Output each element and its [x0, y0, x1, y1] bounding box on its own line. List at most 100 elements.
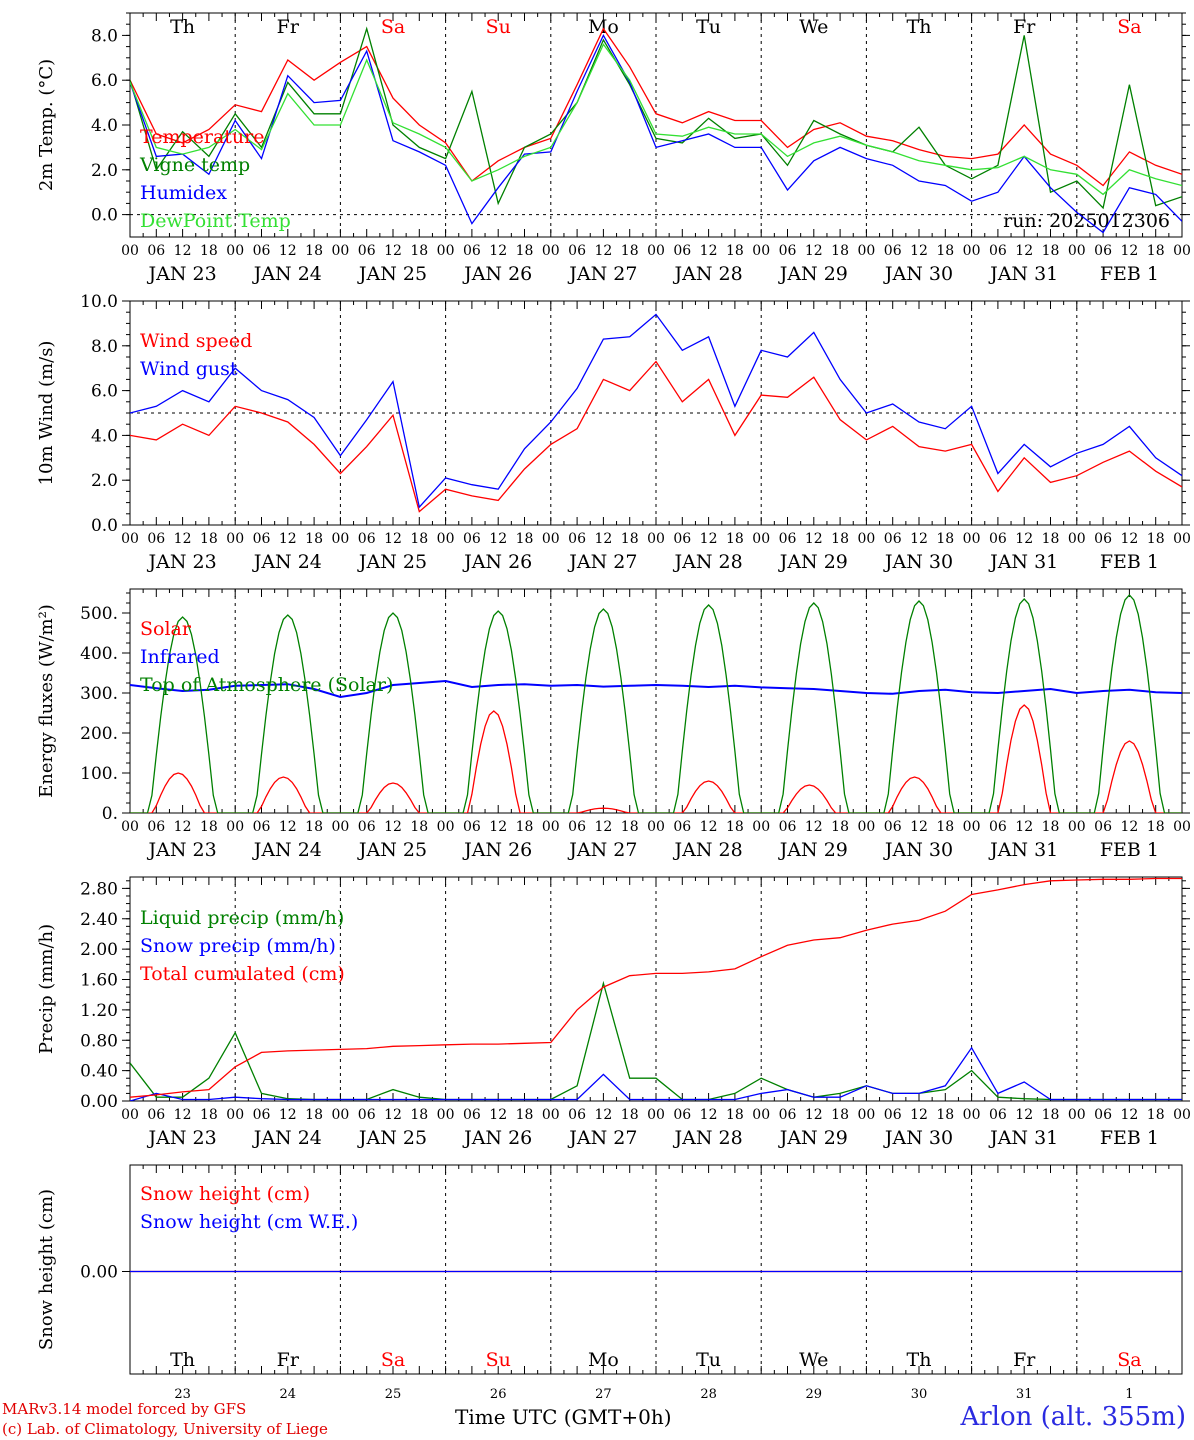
hour-tick-label: 00: [437, 819, 455, 835]
hour-tick-label: 00: [647, 243, 665, 259]
hour-tick-label: 06: [779, 243, 797, 259]
hour-tick-label: 18: [305, 531, 323, 547]
y-tick-label: 0.: [102, 804, 118, 824]
date-label: JAN 31: [988, 263, 1058, 285]
hour-tick-label: 12: [174, 819, 192, 835]
panel-2: 0.0 2.0 4.0 6.0 8.0 10.0 10m Wind (m/s) 00 06 12 1…: [36, 292, 1191, 573]
day-name-label: Su: [486, 1349, 511, 1371]
hour-tick-label: 00: [1068, 1107, 1086, 1123]
hour-tick-label: 12: [805, 243, 823, 259]
hour-tick-label: 00: [647, 531, 665, 547]
lab-credit: (c) Lab. of Climatology, University of L…: [2, 1420, 328, 1438]
day-name-label: Fr: [1013, 16, 1036, 38]
legend-entry: Snow precip (mm/h): [140, 935, 336, 957]
day-name-label: Sa: [381, 1349, 405, 1371]
hour-tick-label: 12: [1015, 819, 1033, 835]
hour-tick-label: 00: [857, 1107, 875, 1123]
hour-tick-label: 00: [542, 1107, 560, 1123]
panel-1: 0.0 2.0 4.0 6.0 8.0 2m Temp. (°C) 00 06 12 18 00 06…: [36, 12, 1191, 285]
date-label: JAN 26: [462, 1127, 532, 1149]
y-tick-label: 0.40: [80, 1062, 118, 1082]
hour-tick-label: 00: [542, 531, 560, 547]
date-label: JAN 24: [252, 1127, 322, 1149]
date-number-label: 23: [174, 1387, 191, 1402]
legend-entry: Top of Atmosphere (Solar): [140, 674, 393, 696]
hour-tick-label: 06: [463, 1107, 481, 1123]
time-axis-label: Time UTC (GMT+0h): [455, 1405, 672, 1429]
y-tick-label: 1.20: [80, 1001, 118, 1021]
date-label: JAN 23: [147, 1127, 217, 1149]
panel-5: 0.00 Snow height (cm) Th 23 Fr 24 Sa 25 Su 26 Mo 27…: [36, 1164, 1183, 1402]
legend-entry: Snow height (cm): [140, 1183, 310, 1205]
hour-tick-label: 06: [253, 819, 271, 835]
y-tick-label: 4.0: [91, 116, 118, 136]
hour-tick-label: 12: [489, 819, 507, 835]
date-label: JAN 24: [252, 839, 322, 861]
hour-tick-label: 12: [910, 819, 928, 835]
date-number-label: 24: [280, 1387, 297, 1402]
hour-tick-label: 18: [305, 1107, 323, 1123]
date-number-label: 26: [490, 1387, 507, 1402]
legend-entry: Liquid precip (mm/h): [140, 907, 344, 929]
y-tick-label: 0.00: [80, 1263, 118, 1283]
hour-tick-label: 18: [831, 531, 849, 547]
hour-tick-label: 12: [594, 1107, 612, 1123]
series-line-top-of-atmosphere-solar-: [130, 594, 1182, 813]
date-number-label: 30: [911, 1387, 928, 1402]
date-number-label: 28: [700, 1387, 717, 1402]
station-name: Arlon (alt. 355m): [960, 1402, 1186, 1432]
date-label: JAN 28: [673, 1127, 743, 1149]
hour-tick-label: 18: [621, 243, 639, 259]
hour-tick-label: 12: [805, 1107, 823, 1123]
legend-entry: Humidex: [140, 182, 227, 204]
date-label: JAN 25: [357, 551, 427, 573]
hour-tick-label: 00: [1068, 243, 1086, 259]
hour-tick-label: 06: [673, 1107, 691, 1123]
hour-tick-label: 12: [910, 531, 928, 547]
hour-tick-label: 06: [779, 1107, 797, 1123]
y-tick-label: 6.0: [91, 71, 118, 91]
hour-tick-label: 18: [200, 243, 218, 259]
series-line-temperature: [130, 27, 1182, 187]
hour-tick-label: 12: [1015, 243, 1033, 259]
hour-tick-label: 00: [437, 243, 455, 259]
series-line-wind-gust: [130, 313, 1182, 509]
day-name-label: We: [799, 1349, 828, 1371]
hour-tick-label: 00: [1068, 819, 1086, 835]
hour-tick-label: 12: [279, 1107, 297, 1123]
hour-tick-label: 18: [1147, 243, 1165, 259]
date-label: JAN 30: [883, 551, 953, 573]
hour-tick-label: 18: [1042, 243, 1060, 259]
hour-tick-label: 06: [568, 531, 586, 547]
legend-entry: Total cumulated (cm): [140, 963, 345, 985]
hour-tick-label: 06: [147, 819, 165, 835]
hour-tick-label: 00: [963, 531, 981, 547]
date-number-label: 25: [385, 1387, 402, 1402]
legend-entry: DewPoint Temp: [140, 210, 291, 232]
day-name-label: Th: [907, 16, 932, 38]
hour-tick-label: 18: [516, 243, 534, 259]
hour-tick-label: 00: [963, 1107, 981, 1123]
hour-tick-label: 12: [594, 243, 612, 259]
legend-entry: Solar: [140, 618, 192, 640]
hour-tick-label: 12: [910, 1107, 928, 1123]
hour-tick-label: 18: [200, 1107, 218, 1123]
hour-tick-label: 00: [331, 1107, 349, 1123]
hour-tick-label: 06: [253, 243, 271, 259]
hour-tick-label: 18: [516, 819, 534, 835]
hour-tick-label: 06: [673, 243, 691, 259]
y-tick-label: 2.00: [80, 940, 118, 960]
date-label: JAN 30: [883, 263, 953, 285]
date-label: JAN 23: [147, 839, 217, 861]
series-line-solar: [130, 704, 1182, 813]
y-tick-label: 8.0: [91, 337, 118, 357]
hour-tick-label: 12: [489, 1107, 507, 1123]
hour-tick-label: 12: [279, 243, 297, 259]
hour-tick-label: 12: [594, 531, 612, 547]
hour-tick-label: 00: [542, 243, 560, 259]
y-tick-label: 0.0: [91, 206, 118, 226]
hour-tick-label: 06: [989, 243, 1007, 259]
y-tick-label: 10.0: [80, 292, 118, 312]
y-tick-label: 8.0: [91, 26, 118, 46]
